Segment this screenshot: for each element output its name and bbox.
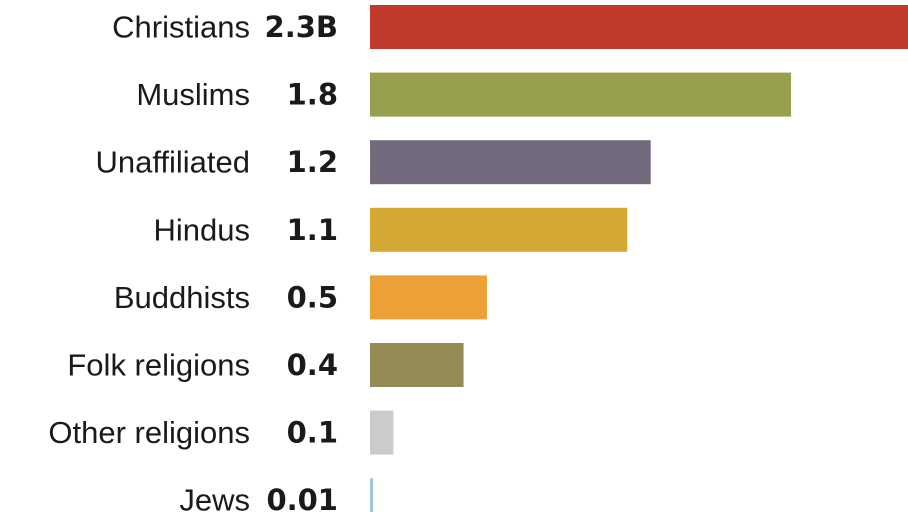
bar-unaffiliated [370, 140, 651, 185]
value-label-jews: 0.01 [266, 483, 338, 512]
category-label-muslims: Muslims [136, 77, 250, 112]
bar-other-religions [370, 410, 394, 455]
bar-hindus [370, 207, 628, 252]
category-label-christians: Christians [112, 10, 250, 45]
value-label-muslims: 1.8 [287, 78, 338, 112]
value-label-hindus: 1.1 [287, 213, 338, 247]
category-label-unaffiliated: Unaffiliated [95, 145, 250, 180]
bar-christians [370, 5, 908, 49]
value-label-unaffiliated: 1.2 [287, 145, 338, 179]
category-label-other-religions: Other religions [48, 415, 250, 450]
category-label-folk-religions: Folk religions [67, 348, 250, 383]
value-label-christians: 2.3B [265, 10, 338, 44]
value-labels-group: 2.3B 1.8 1.2 1.1 0.5 0.4 0.1 0.01 [265, 10, 338, 512]
value-label-other-religions: 0.1 [287, 416, 338, 450]
value-label-buddhists: 0.5 [287, 280, 338, 314]
bars-group [370, 5, 908, 512]
category-label-jews: Jews [179, 483, 250, 512]
category-label-hindus: Hindus [154, 212, 251, 247]
bar-jews [370, 478, 373, 512]
value-label-folk-religions: 0.4 [287, 348, 338, 382]
bar-folk-religions [370, 343, 464, 387]
category-label-buddhists: Buddhists [114, 280, 250, 315]
category-labels-group: Christians Muslims Unaffiliated Hindus Buddh… [48, 10, 250, 512]
bar-muslims [370, 72, 792, 117]
bar-buddhists [370, 275, 487, 320]
